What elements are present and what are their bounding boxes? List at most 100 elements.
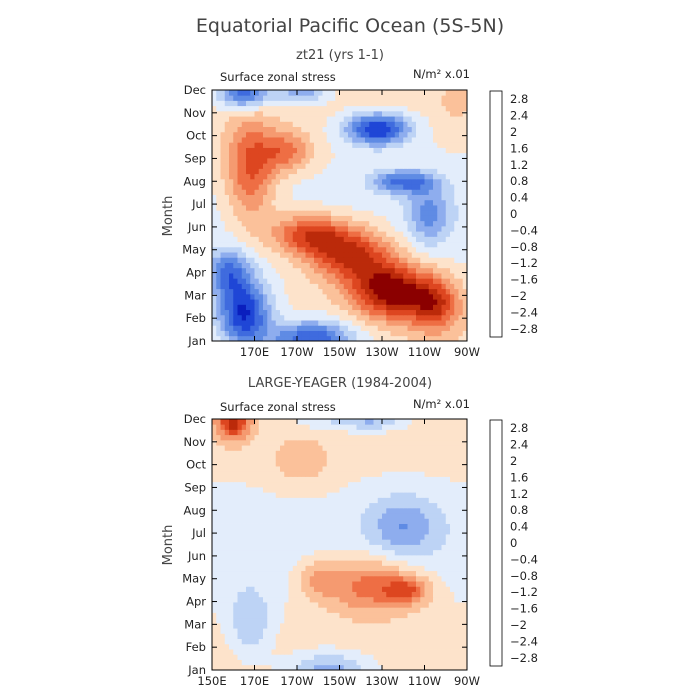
heatmap-cell: [314, 267, 319, 274]
heatmap-cell: [241, 320, 247, 326]
heatmap-cell: [382, 189, 387, 195]
heatmap-cell: [284, 121, 289, 128]
heatmap-cell: [254, 231, 260, 237]
heatmap-cell: [369, 299, 374, 305]
heatmap-cell: [292, 262, 298, 269]
heatmap-cell: [220, 570, 226, 577]
heatmap-cell: [271, 163, 277, 169]
heatmap-cell: [339, 523, 345, 530]
heatmap-cell: [339, 654, 345, 660]
heatmap-cell: [229, 554, 234, 561]
heatmap-cell: [254, 236, 260, 243]
heatmap-cell: [369, 241, 374, 248]
heatmap-cell: [288, 518, 294, 524]
heatmap-cell: [241, 205, 247, 211]
heatmap-cell: [420, 596, 425, 603]
heatmap-cell: [437, 210, 442, 216]
heatmap-cell: [407, 105, 413, 112]
heatmap-cell: [403, 596, 408, 603]
heatmap-cell: [373, 539, 379, 545]
heatmap-cell: [450, 570, 455, 577]
heatmap-cell: [390, 586, 396, 592]
heatmap-cell: [441, 649, 447, 655]
heatmap-cell: [369, 549, 374, 556]
heatmap-cell: [411, 95, 417, 101]
heatmap-cell: [433, 570, 438, 577]
heatmap-cell: [458, 617, 464, 624]
heatmap-cell: [428, 596, 434, 603]
heatmap-cell: [399, 628, 404, 634]
heatmap-cell: [407, 513, 413, 519]
heatmap-cell: [433, 205, 438, 211]
heatmap-cell: [399, 309, 404, 316]
heatmap-cell: [241, 126, 247, 133]
heatmap-cell: [254, 184, 260, 190]
heatmap-cell: [450, 267, 455, 274]
heatmap-cell: [339, 90, 345, 96]
heatmap-cell: [428, 95, 434, 101]
heatmap-cell: [382, 643, 387, 650]
heatmap-cell: [314, 607, 319, 613]
heatmap-cell: [386, 596, 391, 603]
heatmap-cell: [377, 638, 383, 645]
heatmap-cell: [399, 602, 404, 608]
heatmap-cell: [314, 121, 319, 128]
heatmap-cell: [360, 90, 366, 96]
heatmap-cell: [250, 320, 255, 326]
heatmap-cell: [297, 638, 302, 645]
heatmap-cell: [331, 267, 336, 274]
heatmap-cell: [258, 513, 264, 519]
heatmap-cell: [280, 523, 285, 530]
heatmap-cell: [326, 628, 332, 634]
heatmap-cell: [348, 513, 353, 519]
heatmap-cell: [369, 142, 374, 148]
heatmap-cell: [241, 649, 247, 655]
heatmap-cell: [322, 534, 328, 540]
heatmap-cell: [416, 565, 421, 572]
heatmap-cell: [382, 252, 387, 258]
heatmap-cell: [250, 523, 255, 530]
heatmap-cell: [441, 299, 447, 305]
heatmap-cell: [250, 278, 255, 284]
heatmap-cell: [258, 622, 264, 629]
heatmap-cell: [224, 544, 230, 551]
heatmap-cell: [224, 309, 230, 316]
heatmap-cell: [297, 518, 302, 524]
heatmap-cell: [314, 560, 319, 566]
heatmap-cell: [288, 654, 294, 660]
heatmap-cell: [369, 205, 374, 211]
heatmap-cell: [360, 518, 366, 524]
heatmap-cell: [326, 152, 332, 159]
heatmap-cell: [246, 560, 251, 566]
heatmap-cell: [386, 330, 391, 337]
heatmap-cell: [458, 643, 464, 650]
heatmap-cell: [326, 147, 332, 154]
heatmap-cell: [250, 178, 255, 185]
heatmap-cell: [360, 105, 366, 112]
heatmap-cell: [322, 205, 328, 211]
heatmap-cell: [267, 523, 272, 530]
heatmap-cell: [271, 131, 277, 138]
heatmap-cell: [445, 288, 451, 295]
heatmap-cell: [220, 273, 226, 279]
heatmap-cell: [284, 293, 289, 300]
heatmap-cell: [399, 513, 404, 519]
colorbar-label: −0.8: [510, 240, 538, 254]
heatmap-cell: [411, 184, 417, 190]
heatmap-cell: [445, 602, 451, 608]
heatmap-cell: [360, 163, 366, 169]
heatmap-cell: [360, 659, 366, 666]
heatmap-cell: [450, 178, 455, 185]
heatmap-cell: [297, 570, 302, 577]
heatmap-cell: [416, 325, 421, 331]
heatmap-cell: [314, 304, 319, 311]
heatmap-cell: [356, 246, 362, 253]
heatmap-cell: [254, 492, 260, 498]
heatmap-cell: [445, 539, 451, 545]
heatmap-cell: [407, 184, 413, 190]
heatmap-cell: [237, 252, 243, 258]
heatmap-cell: [271, 586, 277, 592]
heatmap-cell: [369, 523, 374, 530]
heatmap-cell: [356, 330, 362, 337]
heatmap-cell: [454, 314, 459, 321]
